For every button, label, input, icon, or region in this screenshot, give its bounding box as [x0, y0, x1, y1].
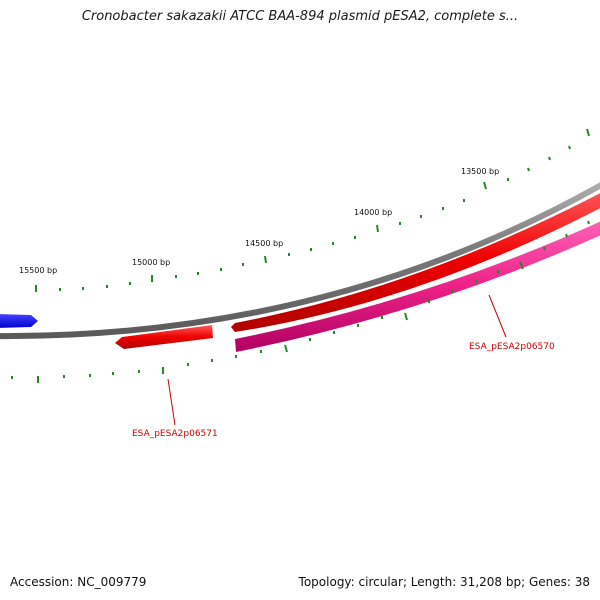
- outer-tick-track: [35, 128, 590, 292]
- gene-label-06570[interactable]: ESA_pESA2p06570: [469, 342, 555, 352]
- map-title: Cronobacter sakazakii ATCC BAA-894 plasm…: [81, 9, 519, 24]
- tick-label: 15500 bp: [19, 266, 57, 275]
- tick-label: 14500 bp: [245, 239, 283, 248]
- major-tick: [404, 312, 408, 321]
- cds-arc-06570[interactable]: [231, 188, 600, 332]
- major-tick: [284, 344, 288, 353]
- gene-label-leader-06571: [167, 378, 176, 426]
- accession-text: Accession: NC_009779: [10, 575, 147, 589]
- tick-label: 15000 bp: [132, 258, 170, 267]
- major-tick: [586, 128, 590, 137]
- minor-tick: [543, 246, 546, 251]
- cds-arc-06571[interactable]: [115, 325, 213, 349]
- summary-text: Topology: circular; Length: 31,208 bp; G…: [298, 575, 590, 589]
- major-tick: [376, 224, 379, 233]
- plasmid-backbone: [0, 182, 600, 340]
- tick-labels: 13500 bp 14000 bp 14500 bp 15000 bp 1550…: [19, 167, 499, 275]
- tick-label: 14000 bp: [354, 208, 392, 217]
- major-tick: [483, 181, 487, 190]
- gene-label-leader-06570: [488, 294, 507, 338]
- major-tick: [519, 261, 524, 270]
- neighbor-gene-arrow[interactable]: [0, 314, 38, 328]
- gene-arc-06570[interactable]: [235, 217, 600, 352]
- gene-label-06571[interactable]: ESA_pESA2p06571: [132, 429, 218, 439]
- minor-tick: [527, 167, 530, 172]
- minor-tick: [568, 145, 571, 150]
- minor-tick: [587, 220, 590, 225]
- minor-tick: [548, 156, 551, 161]
- inner-tick-track: [11, 220, 590, 383]
- minor-tick: [565, 233, 568, 238]
- major-tick: [264, 255, 267, 264]
- tick-label: 13500 bp: [461, 167, 499, 176]
